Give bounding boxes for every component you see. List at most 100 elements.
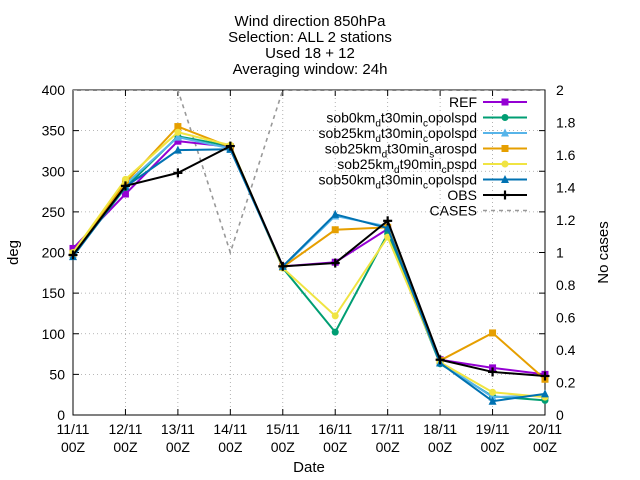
data-point xyxy=(174,128,182,136)
x-tick-label-hour: 00Z xyxy=(376,439,401,455)
legend-label: OBS xyxy=(447,187,477,203)
x-tick-label-date: 19/11 xyxy=(476,421,510,437)
data-point xyxy=(500,190,510,200)
legend-label: REF xyxy=(449,94,477,110)
data-point xyxy=(489,329,497,337)
x-tick-label-hour: 00Z xyxy=(480,439,505,455)
y2-tick-label: 1.6 xyxy=(556,147,576,163)
data-point xyxy=(540,371,550,381)
x-tick-label-date: 11/11 xyxy=(57,421,90,437)
legend-label: sob50kmdt30mincopolspd xyxy=(319,172,477,192)
data-point xyxy=(331,328,339,336)
y-tick-label: 250 xyxy=(42,204,66,220)
data-point xyxy=(501,145,509,152)
data-point xyxy=(488,367,498,377)
data-point xyxy=(174,123,182,131)
y-tick-label: 300 xyxy=(42,163,66,179)
y-tick-label: 0 xyxy=(57,407,65,423)
data-point xyxy=(173,132,182,141)
data-point xyxy=(278,261,288,271)
x-tick-label-hour: 00Z xyxy=(218,439,243,455)
series-line xyxy=(72,144,546,377)
legend-label: sob25kmdt30minsarospd xyxy=(325,141,477,161)
x-tick-label-date: 13/11 xyxy=(161,421,195,437)
y-tick-label: 200 xyxy=(42,245,66,261)
data-point xyxy=(331,312,339,320)
series-OBS xyxy=(68,141,550,381)
legend-label: sob0kmdt30mincopolspd xyxy=(326,110,477,130)
x-tick-label-date: 12/11 xyxy=(108,421,142,437)
data-point xyxy=(68,250,78,260)
x-axis-ticks: 11/11 00Z 12/11 00Z 13/11 00Z 14/11 00Z 15/11 00Z… xyxy=(57,90,562,455)
y2-tick-label: 1.2 xyxy=(556,212,576,228)
data-point xyxy=(120,181,130,191)
data-point xyxy=(501,98,509,106)
x-tick-label-date: 18/11 xyxy=(423,421,457,437)
y-tick-label: 50 xyxy=(49,366,65,382)
y2-tick-label: 0.6 xyxy=(556,310,576,326)
data-point xyxy=(383,223,392,232)
legend-item: sob25kmdt30minsarospd xyxy=(325,141,527,161)
legend-label: sob25kmdt30mincopolspd xyxy=(319,125,477,145)
legend-label: CASES xyxy=(430,203,477,219)
data-point xyxy=(501,175,509,183)
legend-label: sob25kmdt90mincpspd xyxy=(337,156,477,176)
y-axis-label: deg xyxy=(5,240,22,265)
data-point xyxy=(330,258,340,268)
y2-tick-label: 0.8 xyxy=(556,277,576,293)
y2-tick-label: 0.4 xyxy=(556,342,576,358)
x-tick-label-hour: 00Z xyxy=(428,439,453,455)
data-point xyxy=(331,209,340,218)
legend-item: sob25kmdt30mincopolspd xyxy=(319,125,527,145)
data-point xyxy=(225,141,235,151)
data-point xyxy=(331,226,339,234)
y-tick-label: 400 xyxy=(42,82,66,98)
y-tick-label: 350 xyxy=(42,123,66,139)
x-axis-label: Date xyxy=(293,459,325,476)
x-tick-label-date: 15/11 xyxy=(266,421,300,437)
y2-axis-ticks: 0 0.2 0.4 0.6 0.8 1 1.2 1.4 1.6 1.8 2 xyxy=(556,82,576,423)
y2-tick-label: 0.2 xyxy=(556,375,576,391)
data-point xyxy=(121,190,129,198)
legend-item: sob25kmdt90mincpspd xyxy=(337,156,527,176)
x-tick-label-date: 16/11 xyxy=(318,421,352,437)
data-point xyxy=(501,128,509,137)
x-tick-label-hour: 00Z xyxy=(113,439,138,455)
data-point xyxy=(174,137,182,145)
data-point xyxy=(69,244,77,252)
y2-tick-label: 1 xyxy=(556,245,564,261)
title-line: Wind direction 850hPa xyxy=(235,13,387,30)
y2-tick-label: 1.8 xyxy=(556,115,576,131)
title-line: Averaging window: 24h xyxy=(233,61,388,78)
data-point xyxy=(173,145,182,154)
title-line: Selection: ALL 2 stations xyxy=(228,29,392,46)
series-line xyxy=(72,131,546,399)
x-tick-label-hour: 00Z xyxy=(323,439,348,455)
x-tick-label-hour: 00Z xyxy=(533,439,558,455)
series-line xyxy=(72,148,546,403)
x-tick-label-hour: 00Z xyxy=(271,439,296,455)
data-point xyxy=(488,396,497,405)
y-axis-ticks: 0 50 100 150 200 250 300 350 400 xyxy=(42,82,545,423)
title-line: Used 18 + 12 xyxy=(265,45,355,62)
x-tick-label-hour: 00Z xyxy=(166,439,191,455)
data-point xyxy=(435,355,445,365)
series-lines xyxy=(68,90,550,405)
y-tick-label: 100 xyxy=(42,326,66,342)
y2-axis-label: No cases xyxy=(595,221,612,284)
y2-tick-label: 1.4 xyxy=(556,180,576,196)
x-tick-label-hour: 00Z xyxy=(61,439,86,455)
legend-item: OBS xyxy=(447,187,527,203)
data-point xyxy=(489,388,497,396)
x-tick-label-date: 17/11 xyxy=(371,421,405,437)
legend-item: CASES xyxy=(430,203,527,219)
y2-tick-label: 2 xyxy=(556,82,564,98)
data-point xyxy=(501,114,509,121)
x-tick-label-date: 14/11 xyxy=(213,421,247,437)
data-point xyxy=(173,168,183,178)
data-point xyxy=(121,175,129,183)
legend-item: sob0kmdt30mincopolspd xyxy=(326,110,527,130)
y-tick-label: 150 xyxy=(42,285,66,301)
